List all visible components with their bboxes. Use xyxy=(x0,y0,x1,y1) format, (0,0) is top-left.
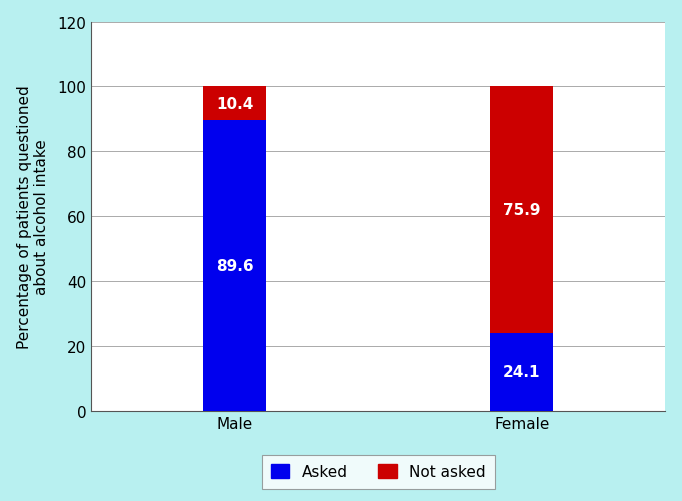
Bar xyxy=(203,121,266,411)
Bar xyxy=(490,333,553,411)
Text: 10.4: 10.4 xyxy=(216,97,254,112)
Text: 75.9: 75.9 xyxy=(503,202,541,217)
Text: 89.6: 89.6 xyxy=(216,259,254,274)
Y-axis label: Percentage of patients questioned
about alcohol intake: Percentage of patients questioned about … xyxy=(16,85,49,348)
Legend: Asked, Not asked: Asked, Not asked xyxy=(262,455,494,488)
Bar xyxy=(203,87,266,121)
Text: 24.1: 24.1 xyxy=(503,364,541,379)
Bar xyxy=(490,87,553,333)
